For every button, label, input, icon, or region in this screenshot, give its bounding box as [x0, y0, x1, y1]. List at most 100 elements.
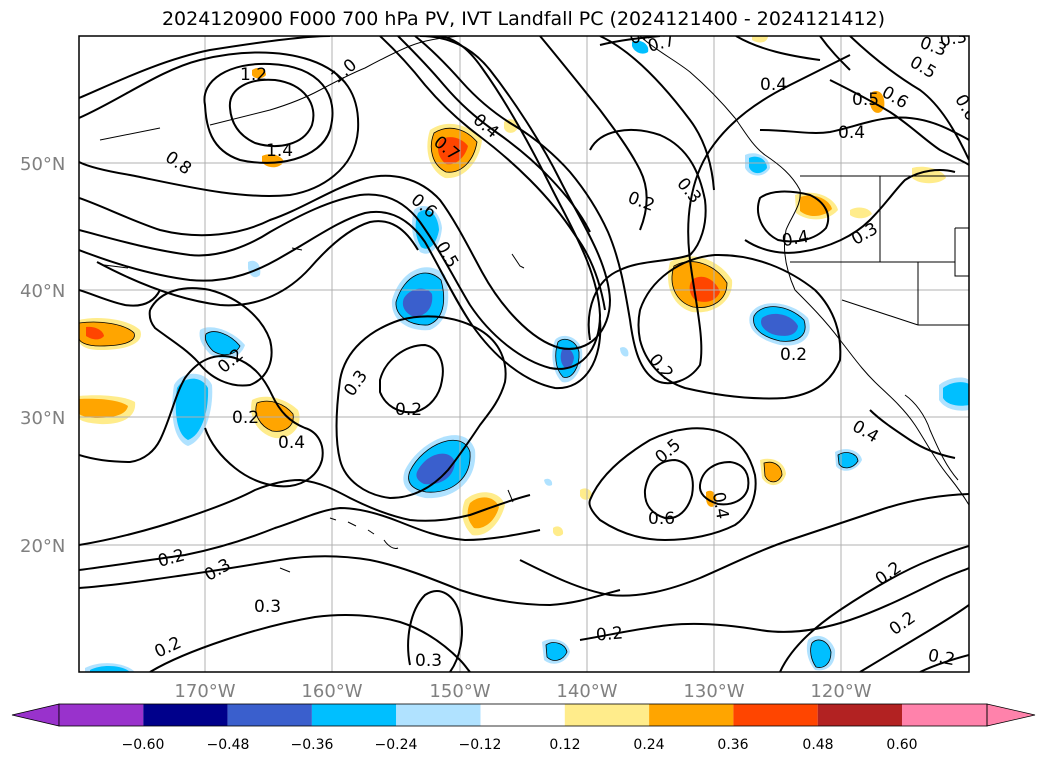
contour-line	[407, 590, 463, 672]
latitude-axis: 50°N 40°N 30°N 20°N	[20, 154, 65, 557]
negative-blob	[838, 452, 858, 468]
contour-label: 1.2	[240, 65, 267, 85]
negative-blob	[416, 453, 455, 485]
contour-line	[579, 567, 969, 641]
lat-label: 50°N	[20, 154, 65, 175]
colorbar-segment	[311, 704, 397, 726]
anomaly-outline	[555, 338, 580, 378]
colorbar-segment	[227, 704, 312, 726]
negative-blob	[560, 348, 574, 368]
anomaly-outline	[671, 261, 728, 308]
contour-line	[759, 116, 969, 141]
negative-blob	[761, 313, 798, 336]
anomaly-outline	[753, 306, 806, 342]
contour-line	[643, 458, 694, 520]
contour-label: 0.2	[595, 623, 624, 645]
contour-label: 0.2	[780, 345, 807, 365]
colorbar-segment	[396, 704, 481, 726]
colorbar-segment	[733, 704, 818, 726]
colorbar-outline	[58, 703, 988, 727]
colorbar-tick-label: −0.48	[207, 737, 250, 753]
positive-blob	[752, 36, 768, 43]
contour-line	[79, 506, 541, 571]
negative-blob	[175, 378, 209, 440]
contour-label: 0.6	[648, 509, 675, 529]
contour-line	[698, 460, 750, 506]
contour-label: 0.5	[651, 435, 685, 468]
contour-line	[379, 343, 444, 414]
lat-label: 40°N	[20, 281, 65, 302]
colorbar-tick-label: 0.48	[802, 737, 833, 753]
contour-label: 0.8	[161, 147, 195, 179]
negative-blob	[546, 642, 567, 661]
lon-label: 130°W	[683, 681, 744, 702]
contour-line	[79, 289, 161, 307]
lon-label: 160°W	[301, 681, 362, 702]
colorbar-tick-label: 0.24	[633, 737, 664, 753]
colorbar-max-extension	[986, 703, 1036, 727]
contour-lines	[79, 36, 969, 672]
anomaly-outline	[205, 331, 241, 356]
negative-blob	[415, 210, 439, 249]
colorbar-min-extension	[11, 703, 60, 727]
contour-line	[869, 409, 956, 459]
contour-line	[203, 62, 334, 164]
contour-line	[335, 315, 507, 500]
positive-blob	[850, 207, 872, 219]
contour-label: 0.6	[950, 91, 981, 124]
negative-blob	[943, 382, 969, 406]
contour-line	[849, 36, 969, 161]
contour-line	[735, 36, 851, 71]
contour-label: 1.4	[266, 141, 293, 161]
contour-label: 0.4	[849, 416, 882, 447]
contour-label: 0.3	[340, 367, 372, 401]
positive-blob	[252, 68, 266, 79]
contour-label: 0.7	[646, 30, 677, 56]
contour-label: 0.3	[848, 219, 881, 250]
contour-line	[79, 555, 621, 607]
map-title: 2024120900 F000 700 hPa PV, IVT Landfall…	[161, 8, 886, 30]
lat-label: 30°N	[20, 408, 65, 429]
positive-blob	[764, 462, 782, 482]
longitude-axis: 170°W 160°W 150°W 140°W 130°W 120°W	[174, 681, 871, 702]
hawaii-islands	[329, 517, 399, 549]
north-america-coastline	[639, 36, 969, 506]
colorbar-segment	[817, 704, 902, 726]
baja-california-coast	[904, 394, 959, 481]
contour-label: 0.2	[886, 608, 920, 640]
positive-anomaly-regions	[79, 36, 946, 537]
anomaly-outline	[408, 440, 471, 493]
positive-blob	[580, 488, 592, 500]
lon-label: 170°W	[174, 681, 235, 702]
contour-line	[79, 478, 531, 546]
contour-label: 0.4	[278, 433, 305, 453]
anomaly-outline	[810, 639, 832, 668]
anomaly-outline	[79, 321, 135, 347]
contour-line	[588, 427, 757, 542]
lon-label: 150°W	[429, 681, 490, 702]
anomaly-outline	[837, 452, 859, 469]
contour-line	[397, 36, 591, 233]
colorbar: −0.60 −0.48 −0.36 −0.24 −0.12 0.12 0.24 …	[11, 703, 1036, 753]
positive-blob	[800, 195, 832, 217]
contour-label: 0.2	[872, 558, 906, 590]
negative-blob	[632, 40, 649, 54]
lon-label: 140°W	[556, 681, 617, 702]
contour-label: 0.2	[644, 350, 677, 384]
colorbar-segment	[564, 704, 650, 726]
colorbar-tick-label: −0.60	[122, 737, 165, 753]
positive-blob	[255, 401, 294, 432]
state-border	[954, 227, 969, 277]
colorbar-segment	[480, 704, 565, 726]
anomaly-outline	[545, 642, 568, 661]
negative-blob	[402, 288, 433, 317]
contour-label: 0.5	[852, 90, 879, 110]
negative-blob	[90, 666, 130, 672]
contour-label: 0.4	[780, 227, 810, 251]
contour-line	[414, 36, 851, 385]
contour-line	[79, 36, 602, 370]
contour-line	[79, 36, 612, 350]
contour-line	[539, 36, 648, 231]
positive-blob	[86, 326, 104, 340]
